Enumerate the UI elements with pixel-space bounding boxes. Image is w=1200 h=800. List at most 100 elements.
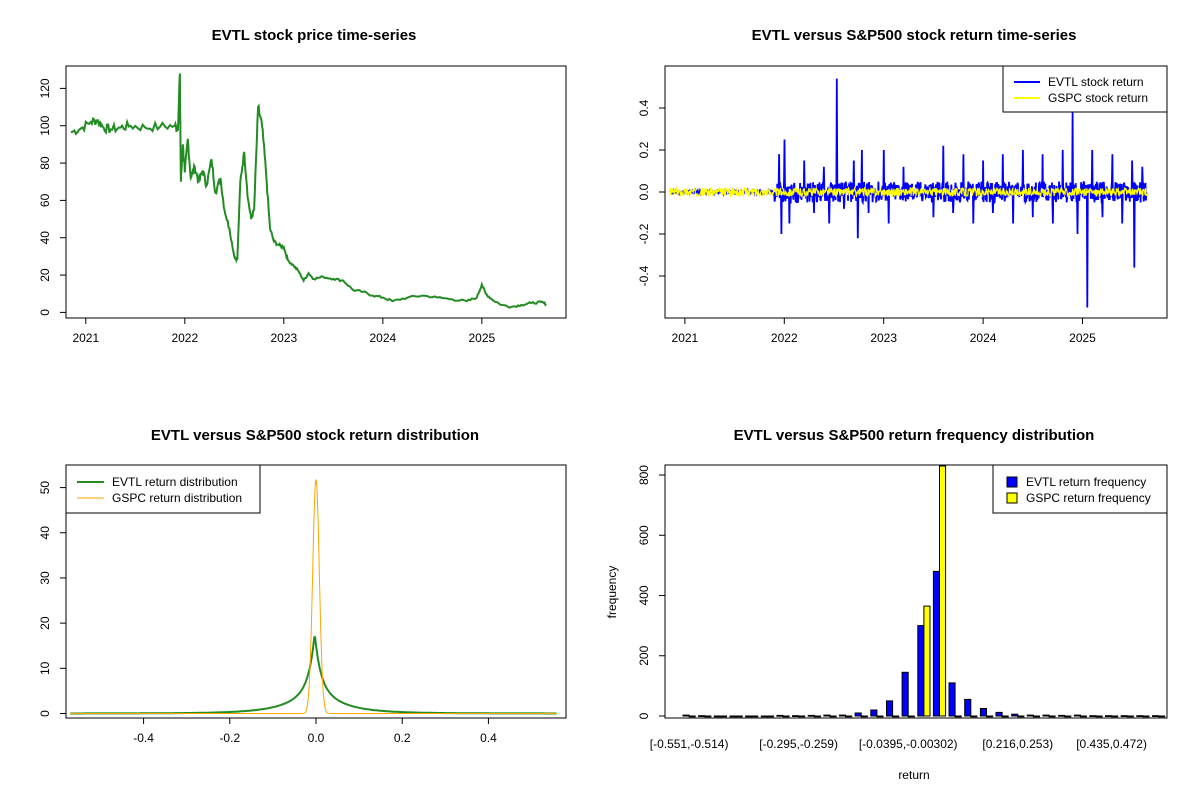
dist-x-tick-label: 0.0 (308, 731, 325, 745)
price-x-tick-label: 2024 (369, 331, 396, 345)
gspc-frequency-bar (1111, 715, 1119, 718)
evtl-frequency-bar (698, 715, 706, 718)
plot-area-returns: 2021 2022 2023 2024 2025 -0.4 -0.2 0.0 0.2 0.4 (637, 78, 1148, 345)
evtl-frequency-bar (917, 625, 925, 717)
freq-x-tick-label: [0.435,0.472) (1076, 737, 1147, 751)
evtl-frequency-bar (776, 714, 784, 717)
price-y-tick-label: 60 (38, 193, 52, 207)
evtl-frequency-bar (964, 698, 972, 717)
gspc-frequency-bar (1095, 715, 1103, 718)
gspc-frequency-bar (798, 715, 806, 718)
gspc-frequency-bar (970, 715, 978, 718)
freq-x-tick-label: [-0.295,-0.259) (759, 737, 838, 751)
evtl-frequency-bar (1058, 714, 1066, 717)
dist-y-tick-label: 10 (38, 661, 52, 675)
freq-y-tick-label: 800 (637, 465, 651, 485)
price-x-tick-label: 2022 (171, 331, 198, 345)
gspc-frequency-bar (735, 715, 743, 718)
gspc-frequency-bar (1064, 715, 1072, 718)
dist-y-tick-label: 50 (38, 481, 52, 495)
legend-box-returns (1002, 65, 1168, 113)
gspc-frequency-bar (923, 605, 931, 717)
gspc-frequency-bar (751, 715, 759, 718)
gspc-frequency-bar (1158, 715, 1166, 718)
evtl-frequency-bar (979, 708, 988, 717)
gspc-frequency-bar (688, 715, 696, 718)
plot-area-distribution: -0.4 -0.2 0.0 0.2 0.4 0 10 20 30 40 50 (38, 479, 557, 745)
evtl-frequency-bar (1073, 714, 1081, 717)
price-y-tick-label: 40 (38, 231, 52, 245)
dist-x-tick-label: 0.4 (480, 731, 497, 745)
gspc-frequency-bar (954, 715, 962, 718)
gspc-frequency-bar (1142, 715, 1150, 718)
returns-y-tick-label: -0.2 (637, 223, 651, 244)
legend-label-gspc-freq: GSPC return frequency (1026, 491, 1151, 505)
legend-label-gspc-dist: GSPC return distribution (112, 491, 242, 505)
legend-box-distribution (65, 464, 261, 514)
price-y-tick-label: 80 (38, 156, 52, 170)
returns-y-tick-label: 0.4 (637, 99, 651, 116)
plot-area-price: 2021 2022 2023 2024 2025 0 20 40 60 80 100 120 (38, 73, 547, 345)
price-x-tick-label: 2021 (72, 331, 99, 345)
price-y-tick-label: 100 (38, 115, 52, 135)
freq-y-tick-label: 0 (637, 712, 651, 719)
chart-title-frequency: EVTL versus S&P500 return frequency dist… (734, 427, 1095, 444)
plot-frame-price (65, 65, 567, 319)
evtl-frequency-bar (792, 715, 800, 718)
evtl-frequency-bar (682, 714, 690, 717)
evtl-frequency-bar (1152, 715, 1160, 718)
legend-label-evtl-return: EVTL stock return (1048, 75, 1144, 89)
evtl-frequency-bar (729, 715, 737, 718)
price-y-tick-label: 20 (38, 268, 52, 282)
evtl-frequency-bar (1042, 714, 1050, 717)
freq-x-tick-label: [-0.551,-0.514) (650, 737, 729, 751)
evtl-frequency-bar (807, 714, 815, 717)
legend-returns: EVTL stock return GSPC stock return (1002, 65, 1168, 113)
dist-y-tick-label: 40 (38, 526, 52, 540)
freq-y-tick-label: 200 (637, 645, 651, 665)
returns-x-tick-label: 2022 (771, 331, 798, 345)
evtl-frequency-bar (1120, 715, 1128, 718)
freq-x-tick-label: [-0.0395,-0.00302) (859, 737, 958, 751)
gspc-frequency-bar (813, 715, 821, 718)
evtl-frequency-bar (1011, 713, 1019, 717)
dist-x-tick-label: 0.2 (394, 731, 411, 745)
gspc-frequency-bar (1001, 715, 1009, 718)
chart-title-distribution: EVTL versus S&P500 stock return distribu… (151, 427, 479, 444)
legend-frequency: EVTL return frequency GSPC return freque… (992, 464, 1168, 514)
gspc-frequency-bar (766, 715, 775, 718)
evtl-frequency-bar (1136, 715, 1144, 718)
y-axis-label-frequency: frequency (605, 566, 619, 619)
gspc-frequency-bar (892, 715, 900, 718)
evtl-frequency-bar (1026, 714, 1034, 717)
legend-swatch-gspc-freq (1006, 492, 1018, 504)
dist-y-tick-label: 0 (38, 710, 52, 717)
gspc-frequency-bar (829, 715, 837, 718)
legend-label-evtl-dist: EVTL return distribution (112, 475, 238, 489)
evtl-frequency-bar (870, 709, 878, 717)
gspc-density-line (70, 479, 557, 714)
gspc-frequency-bar (860, 715, 868, 718)
evtl-frequency-bar (932, 570, 941, 717)
panel-price: EVTL stock price time-series 2021 2022 202… (38, 27, 567, 345)
evtl-frequency-bar (839, 714, 847, 717)
evtl-frequency-bar (1089, 715, 1097, 718)
price-series-line (70, 73, 547, 309)
panel-distribution: EVTL versus S&P500 stock return distribu… (38, 427, 567, 745)
gspc-frequency-bar (782, 715, 790, 718)
chart-title-price: EVTL stock price time-series (212, 27, 417, 44)
evtl-frequency-bar (713, 715, 721, 718)
gspc-frequency-bar (939, 465, 947, 717)
legend-distribution: EVTL return distribution GSPC return dis… (65, 464, 261, 514)
gspc-frequency-bar (845, 715, 853, 718)
dist-x-tick-label: -0.4 (133, 731, 154, 745)
panel-returns: EVTL versus S&P500 stock return time-ser… (637, 27, 1168, 345)
price-y-tick-label: 0 (38, 309, 52, 316)
legend-box-frequency (992, 464, 1168, 514)
gspc-frequency-bar (1048, 715, 1056, 718)
plot-area-frequency: 0 200 400 600 800 [-0.551,-0.514) [-0.295,-0.2… (637, 465, 1166, 751)
freq-y-tick-label: 400 (637, 585, 651, 605)
evtl-frequency-bar (854, 712, 862, 717)
evtl-frequency-bar (886, 700, 894, 717)
